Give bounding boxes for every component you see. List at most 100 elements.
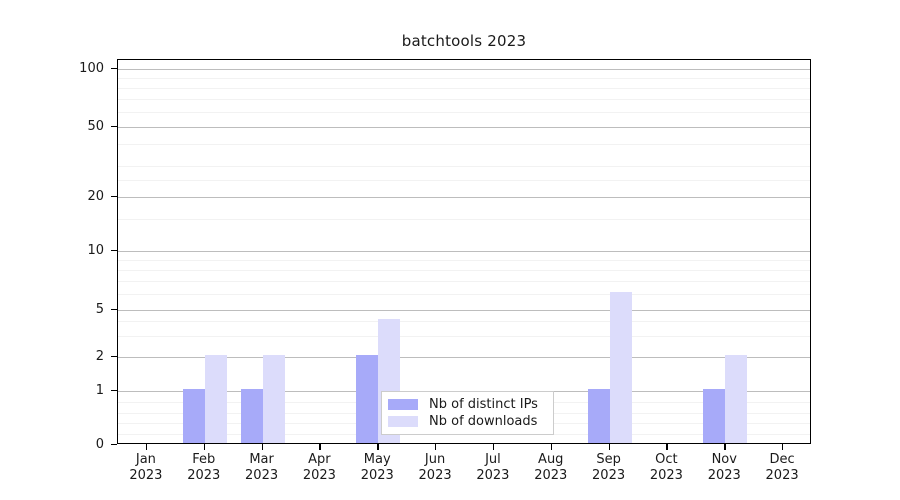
x-tick-label: Dec 2023: [747, 452, 817, 484]
x-tick-label-year: 2023: [707, 468, 741, 483]
gridline-minor: [118, 269, 810, 271]
plot-area: [117, 59, 811, 444]
y-tick-label: 10: [87, 243, 104, 258]
bar-group: [761, 60, 805, 443]
x-tick-label-year: 2023: [418, 468, 452, 483]
bar-distinct-ips: [240, 389, 263, 443]
x-tick-mark: [377, 444, 379, 450]
y-tick-label: 50: [87, 119, 104, 134]
x-tick-mark: [782, 444, 784, 450]
gridline-minor: [118, 219, 810, 221]
x-tick-label-month: Nov: [711, 452, 737, 467]
y-tick-label: 5: [95, 302, 104, 317]
x-tick-label: Apr 2023: [284, 452, 354, 484]
bar-distinct-ips: [587, 389, 610, 443]
y-tick-mark: [111, 390, 117, 392]
gridline-minor: [118, 179, 810, 181]
bar-group: [356, 60, 401, 443]
bar-group: [125, 60, 169, 443]
x-tick-label-year: 2023: [302, 468, 336, 483]
gridline-minor: [118, 77, 810, 79]
y-tick-mark: [111, 196, 117, 198]
chart-legend: Nb of distinct IPs Nb of downloads: [381, 391, 554, 435]
y-tick-mark: [111, 355, 117, 357]
gridline-major: [118, 197, 810, 198]
bar-distinct-ips: [356, 354, 379, 443]
x-tick-label: Jun 2023: [400, 452, 470, 484]
y-axis-tick-labels: 0 1 2 5 10 20 50 100: [58, 0, 104, 500]
gridline-minor: [118, 144, 810, 146]
bar-group: [645, 60, 689, 443]
x-tick-label: Aug 2023: [516, 452, 586, 484]
x-tick-label-month: Feb: [192, 452, 216, 467]
bar-group: [240, 60, 285, 443]
x-tick-label-month: Mar: [249, 452, 274, 467]
y-tick-mark: [111, 309, 117, 311]
bar-distinct-ips: [182, 389, 205, 443]
gridline-minor: [118, 166, 810, 168]
gridline-major: [118, 356, 810, 358]
gridline-minor: [118, 98, 810, 100]
gridline-major: [118, 69, 810, 70]
x-tick-label-year: 2023: [187, 468, 221, 483]
x-tick-label-year: 2023: [649, 468, 683, 483]
x-tick-label-month: Apr: [308, 452, 331, 467]
y-tick-label: 100: [79, 61, 104, 76]
x-tick-label-year: 2023: [765, 468, 799, 483]
bar-group: [587, 60, 632, 443]
x-tick-label-month: Jul: [485, 452, 501, 467]
bar-distinct-ips: [703, 389, 726, 443]
x-tick-label: Mar 2023: [227, 452, 297, 484]
bar-group: [472, 60, 516, 443]
x-tick-mark: [724, 444, 726, 450]
bar-downloads: [204, 354, 227, 443]
bar-group: [414, 60, 458, 443]
x-tick-label-year: 2023: [476, 468, 510, 483]
bar-downloads: [262, 354, 285, 443]
bar-group: [703, 60, 748, 443]
x-tick-mark: [435, 444, 437, 450]
x-tick-label-year: 2023: [534, 468, 568, 483]
x-tick-mark: [608, 444, 610, 450]
x-tick-label-month: Aug: [538, 452, 564, 467]
legend-label-distinct-ips: Nb of distinct IPs: [429, 397, 538, 412]
x-tick-label-year: 2023: [245, 468, 279, 483]
gridline-minor: [118, 321, 810, 323]
gridline-major: [118, 127, 810, 128]
x-tick-label: Sep 2023: [574, 452, 644, 484]
x-tick-mark: [145, 444, 148, 450]
x-tick-label-month: Dec: [769, 452, 795, 467]
gridline-minor: [118, 87, 810, 89]
x-tick-label-month: Jun: [424, 452, 446, 467]
chart-title: batchtools 2023: [401, 32, 527, 50]
bar-group: [298, 60, 342, 443]
gridline-minor: [118, 111, 810, 113]
bars-layer: [118, 60, 810, 443]
legend-label-downloads: Nb of downloads: [429, 414, 538, 429]
x-tick-mark: [666, 444, 668, 450]
x-tick-label-month: Jan: [135, 452, 156, 467]
legend-swatch-downloads: [388, 416, 418, 427]
legend-item: Nb of downloads: [388, 413, 547, 430]
x-tick-mark: [203, 444, 206, 450]
x-tick-mark: [550, 444, 553, 450]
x-tick-label: Jan 2023: [111, 452, 181, 484]
x-tick-label-month: Sep: [596, 452, 621, 467]
gridline-major: [118, 310, 810, 311]
bar-downloads: [609, 292, 632, 443]
y-tick-mark: [111, 444, 117, 446]
x-tick-label: Feb 2023: [169, 452, 239, 484]
y-tick-label: 2: [95, 348, 104, 364]
y-tick-label: 0: [95, 437, 104, 452]
x-tick-label-month: Oct: [655, 452, 678, 467]
x-tick-label-month: May: [363, 452, 391, 467]
y-tick-label: 1: [95, 383, 104, 398]
x-tick-mark: [319, 444, 321, 450]
legend-swatch-distinct-ips: [388, 399, 418, 410]
x-tick-label: May 2023: [342, 452, 412, 484]
x-tick-label: Jul 2023: [458, 452, 528, 484]
gridline-minor: [118, 335, 810, 337]
x-tick-mark: [492, 444, 495, 450]
x-tick-label: Nov 2023: [689, 452, 759, 484]
